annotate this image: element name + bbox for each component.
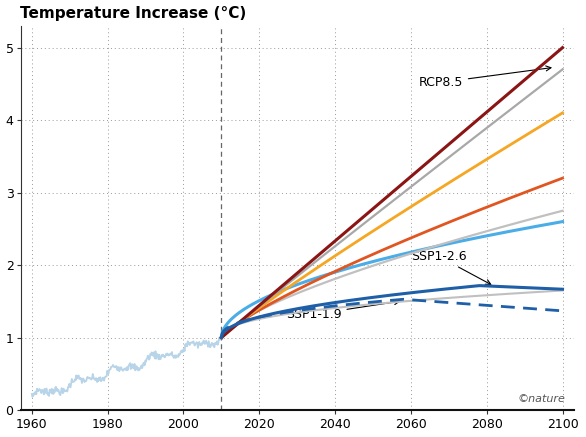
Text: SSP1-2.6: SSP1-2.6 [411,250,490,284]
Text: Temperature Increase (°C): Temperature Increase (°C) [21,6,247,21]
Text: ©nature: ©nature [517,394,565,404]
Text: RCP8.5: RCP8.5 [418,66,551,89]
Text: SSP1-1.9: SSP1-1.9 [286,300,399,321]
